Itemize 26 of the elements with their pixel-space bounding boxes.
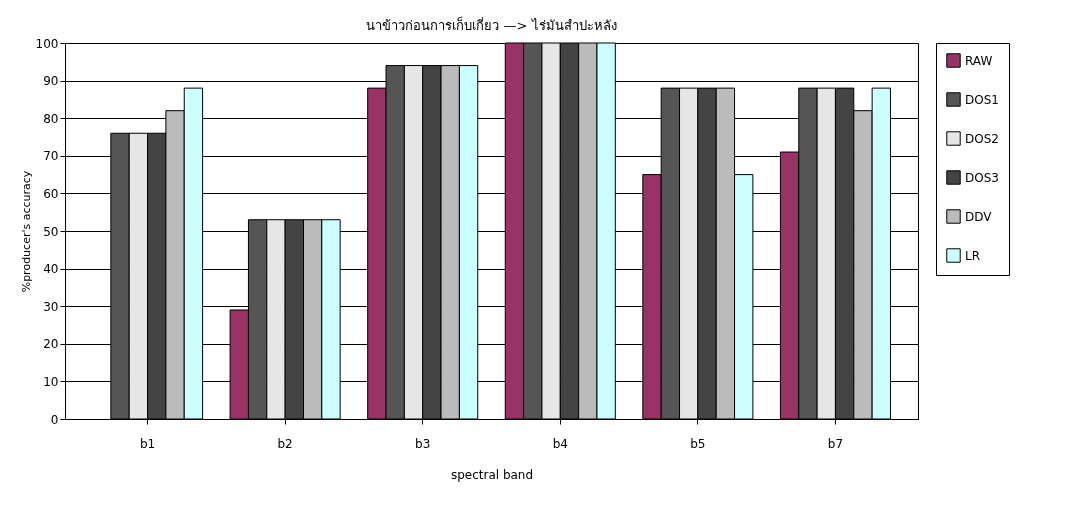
y-tick-label: 70	[43, 149, 59, 164]
y-tick-label: 80	[43, 111, 59, 126]
chart-title: นาข้าวก่อนการเก็บเกี่ยว —> ไร่มันสำปะหลัง	[366, 16, 617, 33]
y-tick-label: 60	[43, 186, 59, 201]
x-tick-label: b5	[690, 436, 706, 451]
x-tick-label: b4	[552, 436, 568, 451]
legend-label: RAW	[965, 53, 993, 68]
legend-label: DDV	[965, 209, 993, 224]
legend-label: DOS1	[965, 92, 999, 107]
y-tick-label: 90	[43, 74, 59, 89]
y-tick-label: 30	[43, 299, 59, 314]
y-tick-label: 50	[43, 224, 59, 239]
legend-label: LR	[965, 248, 981, 263]
y-axis-title: %producer's accuracy	[19, 170, 33, 293]
x-tick-label: b2	[277, 436, 293, 451]
y-tick-label: 20	[43, 337, 59, 352]
y-tick-label: 10	[43, 374, 59, 389]
x-axis-title: spectral band	[450, 467, 534, 482]
legend-label: DOS2	[965, 131, 999, 146]
legend-label: DOS3	[965, 170, 999, 185]
x-tick-label: b7	[827, 436, 844, 451]
x-tick-label: b1	[139, 436, 156, 451]
y-tick-label: 40	[43, 262, 59, 277]
x-tick-label: b3	[415, 436, 431, 451]
y-tick-label: 100	[35, 36, 59, 51]
y-tick-label: 0	[50, 412, 59, 427]
